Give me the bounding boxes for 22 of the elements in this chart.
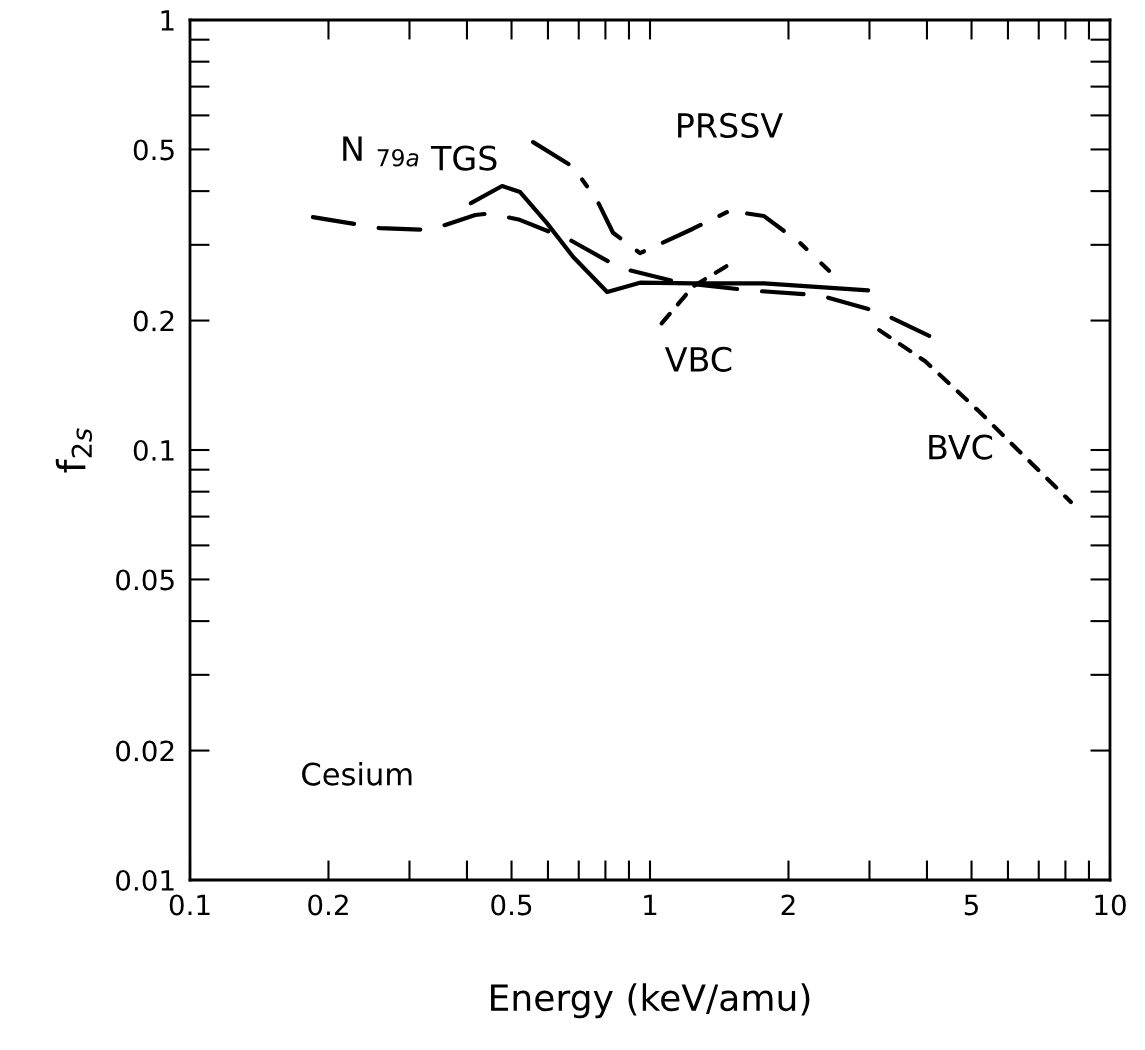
- y-tick-label: 0.05: [116, 569, 174, 591]
- x-tick-label: 0.2: [308, 894, 348, 916]
- x-tick-label: 10: [1095, 894, 1126, 916]
- x-tick-label: 5: [964, 894, 978, 916]
- y-tick-label: 0.01: [116, 869, 174, 891]
- x-tick-label: 0.5: [491, 894, 532, 916]
- x-tick-label: 2: [781, 894, 795, 915]
- y-tick-label: 1: [161, 10, 174, 31]
- series-label: N $_{79a}$: [343, 136, 419, 167]
- text: PRSSV: [678, 112, 783, 139]
- series-label: VBC: [664, 346, 732, 372]
- y-tick-label: 0.02: [116, 740, 174, 762]
- series-label: TGS: [430, 145, 497, 171]
- x-axis-title: Energy (keV/amu): [491, 983, 810, 1019]
- x-tick-label: 1: [644, 894, 657, 915]
- x-tick-label: 0.1: [169, 894, 210, 916]
- y-tick-label: 0.2: [133, 310, 174, 332]
- series-label: BVC: [929, 434, 993, 460]
- y-tick-label: 0.1: [133, 439, 174, 461]
- annotation: Cesium: [302, 762, 412, 786]
- y-tick-label: 0.5: [133, 139, 174, 161]
- y-axis-title: f$_{2s}$: [55, 428, 93, 473]
